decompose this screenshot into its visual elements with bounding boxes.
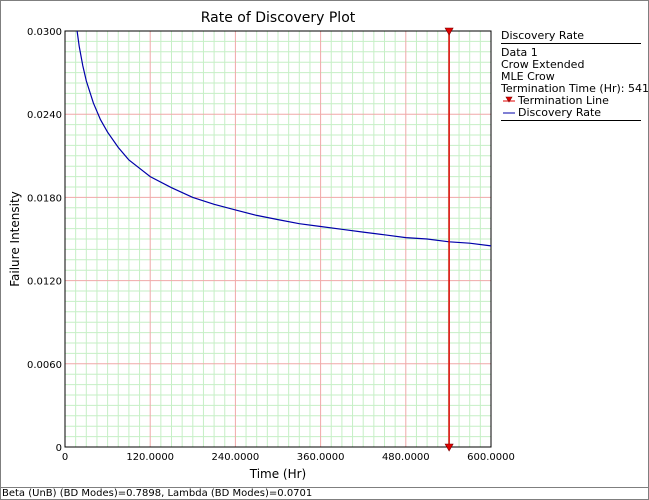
legend-line-data: Data 1 [501, 46, 538, 59]
legend-item-label: Termination Line [518, 94, 609, 107]
chart-plot: 0 120.0000 240.0000 360.0000 480.0000 600.000… [8, 27, 515, 481]
chart-title: Rate of Discovery Plot [200, 10, 356, 26]
termination-marker-icon [503, 96, 515, 103]
grid-layer [65, 31, 491, 447]
status-bar: Beta (UnB) (BD Modes)=0.7898, Lambda (BD… [1, 487, 649, 500]
legend-item-discovery-rate: Discovery Rate [501, 107, 641, 121]
line-swatch-icon [503, 112, 515, 114]
plot-area-border [64, 30, 492, 448]
y-tick-label: 0.0180 [27, 193, 62, 204]
x-tick-label: 360.0000 [297, 452, 345, 463]
tick-labels: 0 120.0000 240.0000 360.0000 480.0000 600.000… [27, 27, 515, 463]
y-axis-label: Failure Intensity [8, 191, 22, 287]
discovery-rate-line [76, 30, 492, 247]
x-axis-label: Time (Hr) [249, 467, 307, 481]
termination-marker-top [444, 27, 454, 36]
legend-line-model: Crow Extended [501, 58, 585, 71]
legend-header: Discovery Rate [501, 30, 641, 44]
x-tick-label: 240.0000 [212, 452, 260, 463]
x-tick-label: 600.0000 [467, 452, 515, 463]
x-tick-label: 0 [62, 452, 68, 463]
y-tick-label: 0.0240 [27, 110, 62, 121]
y-tick-label: 0.0120 [27, 277, 62, 288]
x-tick-label: 120.0000 [126, 452, 174, 463]
series-layer [76, 27, 492, 452]
legend-line-method: MLE Crow [501, 70, 555, 83]
y-tick-label: 0 [56, 443, 62, 454]
x-tick-label: 480.0000 [382, 452, 430, 463]
legend-line-termination-time: Termination Time (Hr): 541 [501, 82, 649, 95]
termination-marker-bottom [444, 443, 454, 452]
y-tick-label: 0.0300 [27, 27, 62, 38]
legend-item-label: Discovery Rate [518, 106, 602, 119]
legend: Discovery Rate Data 1 Crow Extended MLE … [501, 30, 649, 121]
legend-item-termination-line: Termination Line [501, 95, 641, 107]
y-tick-label: 0.0060 [27, 360, 62, 371]
